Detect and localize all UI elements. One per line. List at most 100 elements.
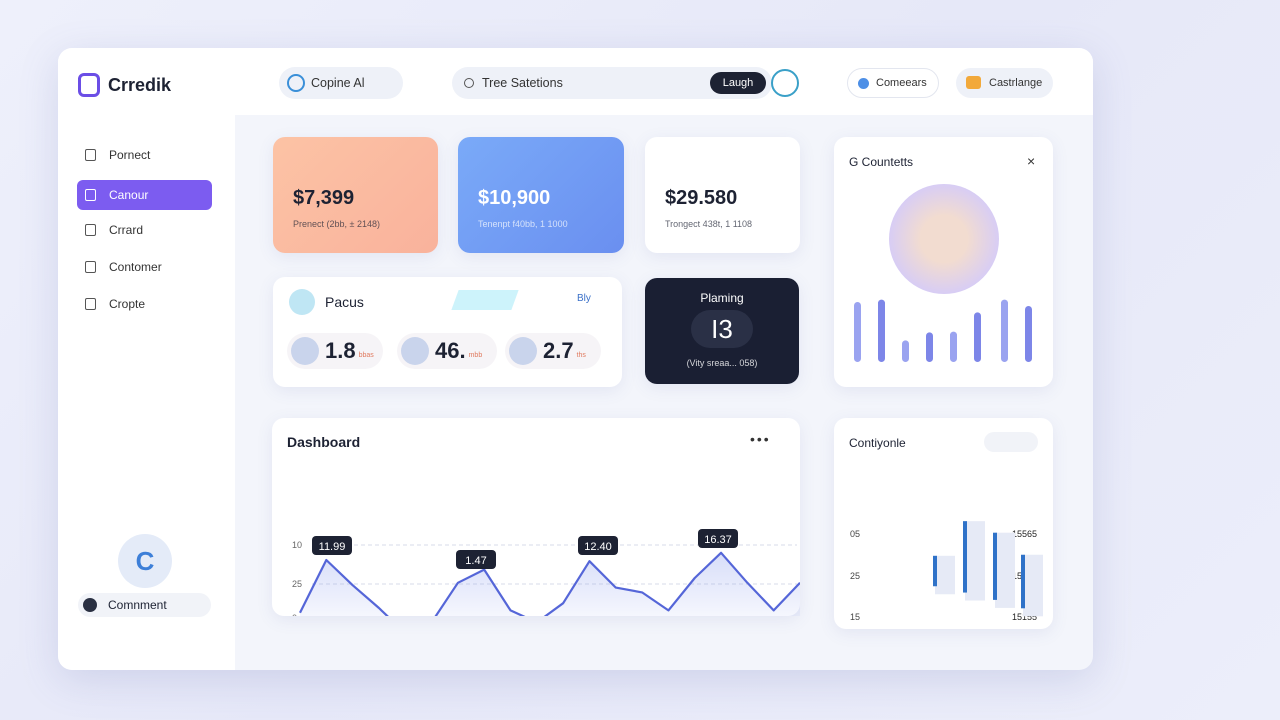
y-label: 05 (850, 529, 860, 539)
stat-value: $10,900 (478, 187, 551, 209)
dashboard-card: Dashboard ••• 1025011.991.4712.4016.3720… (272, 418, 800, 616)
continue-title: Contiyonle (849, 436, 906, 450)
comment-label: Comnment (108, 598, 167, 612)
callout: 16.37 (704, 534, 732, 546)
stat-card: $10,900 Tenenpt f40bb, 1 1000 (458, 137, 624, 253)
metric-value: 1.8 (325, 338, 356, 363)
callout-bg (578, 536, 618, 555)
metric-unit: mbb (468, 351, 483, 359)
chip-label: Castrlange (989, 77, 1043, 89)
metric: 2.7 ths (505, 333, 601, 369)
right-label: 15155 (1012, 612, 1037, 622)
nav-item[interactable]: Canour (77, 180, 212, 210)
metric-value: 2.7 (543, 338, 574, 363)
metric-value: 46. (435, 338, 466, 363)
app-name: Copine Al (311, 76, 365, 90)
sidebar: Crredik Pornect Canour Crrard Contomer C… (58, 48, 235, 670)
nav-label: Contomer (109, 260, 162, 274)
stat-card: $29.580 Trongect 438t, 1 1108 (645, 137, 800, 253)
planning-value: I3 (691, 310, 753, 348)
y-label: 25 (292, 579, 302, 589)
bar (926, 332, 933, 362)
contacts-chart (854, 299, 1032, 362)
y-label: 15 (850, 612, 860, 622)
stat-sub: Tenenpt f40bb, 1 1000 (478, 219, 568, 229)
planning-sub: (Vity sreaa... 058) (686, 358, 758, 368)
bar-shadow (995, 532, 1015, 608)
metric: 1.8 bbas (287, 333, 383, 369)
search-box[interactable]: Tree Satetions Laugh (452, 67, 772, 99)
bar (974, 312, 981, 362)
metric-unit: ths (576, 351, 586, 359)
stat-sub: Prenect (2bb, ± 2148) (293, 219, 380, 229)
bar-shadow (1023, 554, 1043, 617)
chip[interactable]: Comeears (847, 68, 939, 98)
stat-value: $29.580 (665, 187, 738, 209)
pacus-card: Pacus Bly 1.8 bbas 46. mbb 2.7 ths (273, 277, 622, 387)
comment-button[interactable]: Comnment (78, 593, 211, 617)
app-window: Crredik Pornect Canour Crrard Contomer C… (58, 48, 1093, 670)
nav-item[interactable]: Cropte (77, 289, 212, 319)
callout: 1.47 (465, 555, 486, 567)
contacts-card: G Countetts × (834, 137, 1053, 387)
callout-bg (312, 536, 352, 555)
metric: 46. mbb (397, 333, 497, 369)
callout-bg (698, 529, 738, 548)
bar (1021, 554, 1025, 609)
y-label: 0 (292, 613, 297, 616)
bar (933, 555, 937, 587)
continue-card: Contiyonle 051556525152891515155Cat172Ti… (834, 418, 1053, 629)
header: Copine Al Tree Satetions Laugh Comeears … (235, 48, 1093, 115)
chip[interactable]: Castrlange (956, 68, 1053, 98)
nav-label: Crrard (109, 223, 144, 237)
logo (78, 73, 100, 97)
bar (1001, 299, 1008, 362)
avatar[interactable]: C (118, 534, 172, 588)
more-icon[interactable]: ••• (750, 431, 771, 447)
right-label: 15565 (1012, 529, 1037, 539)
bar (902, 340, 909, 362)
callout: 11.99 (319, 541, 346, 553)
callout: 12.40 (584, 541, 612, 553)
contacts-title: G Countetts (849, 155, 914, 169)
download-button[interactable] (771, 69, 799, 97)
bar (950, 331, 957, 362)
stat-value: $7,399 (293, 187, 355, 209)
close-icon[interactable]: × (1027, 153, 1036, 169)
toolbar[interactable] (984, 432, 1038, 452)
search-button[interactable]: Laugh (710, 72, 766, 94)
nav-item[interactable]: Contomer (77, 252, 212, 282)
line (299, 551, 800, 616)
search-text: Tree Satetions (482, 76, 563, 90)
area (300, 552, 800, 616)
nav-label: Canour (109, 188, 149, 202)
nav-label: Cropte (109, 297, 146, 311)
nav-label: Pornect (109, 148, 151, 162)
avatar-cluster (889, 184, 999, 294)
pacus-title: Pacus (325, 294, 364, 310)
planning-card: Plaming I3 (Vity sreaa... 058) (645, 278, 799, 384)
bar-shadow (965, 521, 985, 601)
chip-label: Comeears (876, 77, 927, 89)
nav-item[interactable]: Crrard (77, 215, 212, 245)
range-chart: 051556525152891515155Cat172Tier231Frce03… (850, 521, 1043, 622)
app-pill[interactable]: Copine Al (279, 67, 403, 99)
stat-sub: Trongect 438t, 1 1108 (665, 219, 753, 229)
callout-bg (456, 550, 496, 569)
line-chart: 1025011.991.4712.4016.3720142004Hany2011… (292, 529, 800, 616)
bar-shadow (935, 555, 955, 595)
bar (993, 532, 997, 600)
metric-unit: bbas (358, 351, 374, 359)
bar (963, 521, 967, 593)
stat-card: $7,399 Prenect (2bb, ± 2148) (273, 137, 438, 253)
bar (1025, 306, 1032, 362)
dashboard-title: Dashboard (287, 434, 361, 450)
brand: Crredik (108, 75, 172, 95)
nav-item[interactable]: Pornect (77, 140, 212, 170)
bar (878, 299, 885, 362)
bar (854, 302, 861, 362)
y-label: 25 (850, 571, 860, 581)
planning-title: Plaming (700, 291, 744, 305)
pacus-tag[interactable]: Bly (577, 293, 591, 304)
